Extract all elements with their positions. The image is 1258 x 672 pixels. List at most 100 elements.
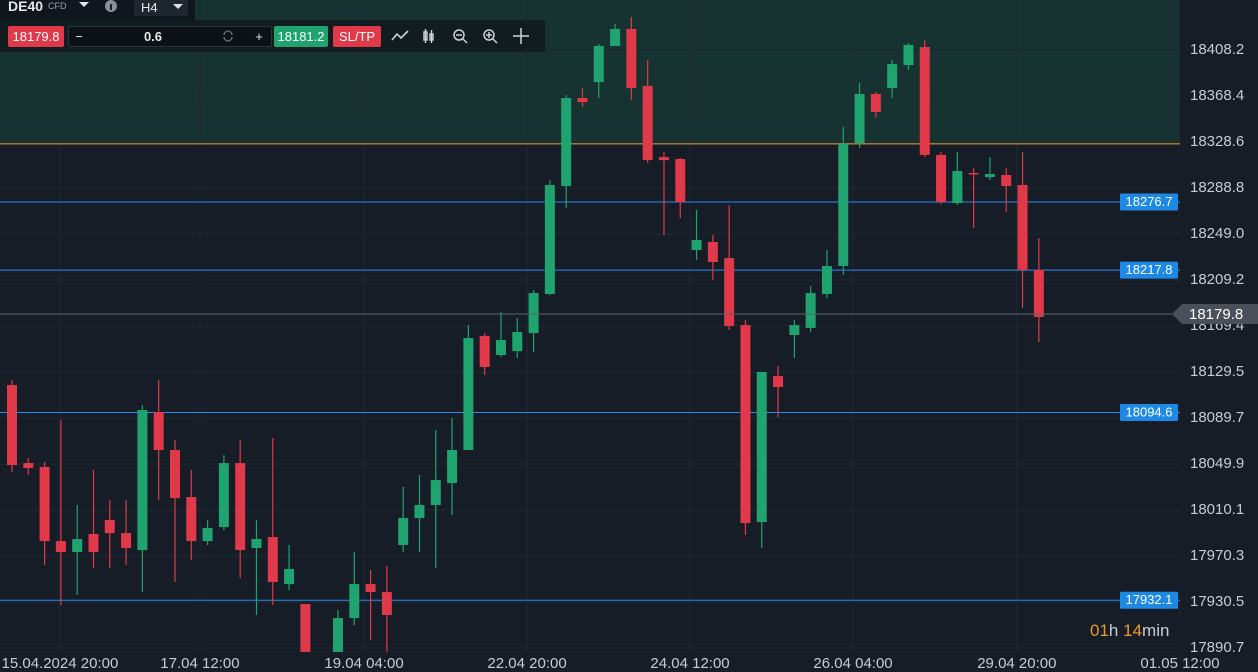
candle-body <box>512 332 523 352</box>
candle-body <box>968 172 979 175</box>
level-label: 17932.1 <box>1126 592 1173 607</box>
candle-body <box>186 497 197 542</box>
candle-body <box>675 159 686 203</box>
candle-body <box>805 293 816 328</box>
current-price-label: 18179.8 <box>1189 306 1243 323</box>
lot-input[interactable] <box>68 26 272 47</box>
candle-body <box>870 93 881 112</box>
x-tick-label: 15.04.2024 20:00 <box>2 655 119 672</box>
y-tick-label: 18288.8 <box>1190 179 1244 196</box>
y-tick-label: 18010.1 <box>1190 501 1244 518</box>
countdown-hours: 01 <box>1090 621 1109 640</box>
y-tick-label: 18209.2 <box>1190 271 1244 288</box>
y-tick-label: 17890.7 <box>1190 639 1244 656</box>
x-tick-label: 26.04 04:00 <box>813 655 892 672</box>
candle-body <box>495 339 506 356</box>
current-price-box <box>1172 303 1258 324</box>
candle-body <box>88 534 99 553</box>
info-icon[interactable] <box>104 0 118 14</box>
candle-body <box>202 528 213 542</box>
timeframe[interactable]: H4 <box>141 0 158 15</box>
candle-body <box>137 410 148 551</box>
candle-body <box>398 518 409 545</box>
level-label: 18276.7 <box>1126 194 1173 209</box>
candle-body <box>381 592 392 616</box>
x-tick-label: 24.04 12:00 <box>650 655 729 672</box>
candle-body <box>284 569 295 585</box>
candle-body <box>577 97 588 103</box>
y-tick-label: 18328.6 <box>1190 133 1244 150</box>
candle-body <box>984 174 995 178</box>
sltp-button[interactable]: SL/TP <box>333 26 381 47</box>
candle-countdown: 01h 14min <box>1090 621 1169 641</box>
x-tick-label: 01.05 12:00 <box>1140 655 1219 672</box>
plot-area <box>0 0 1180 652</box>
candle-body <box>300 604 311 652</box>
candle-body <box>153 411 164 450</box>
dropdown-arrow[interactable] <box>78 0 90 10</box>
candle-body <box>121 533 132 548</box>
candle-body <box>593 45 604 83</box>
candle-body <box>903 44 914 66</box>
candle-body <box>23 463 34 469</box>
candle-body <box>55 541 66 553</box>
level-label: 18094.6 <box>1126 404 1173 419</box>
candle-body <box>39 466 50 542</box>
symbol-type: CFD <box>48 1 67 11</box>
candle-body <box>463 338 474 450</box>
candle-body <box>218 463 229 528</box>
level-label-box <box>1120 591 1178 609</box>
candle-body <box>821 266 832 294</box>
countdown-h: h <box>1108 621 1119 640</box>
buy-button[interactable]: 18181.2 <box>274 26 328 47</box>
y-tick-label: 18129.5 <box>1190 363 1244 380</box>
refresh-icon[interactable] <box>221 29 235 43</box>
candle-body <box>447 449 458 484</box>
candle-body <box>414 505 425 519</box>
candle-body <box>740 325 751 524</box>
candle-body <box>773 376 784 388</box>
candle-body <box>789 325 800 336</box>
level-label-box <box>1120 261 1178 279</box>
candle-body <box>838 143 849 267</box>
candle-body <box>104 520 115 534</box>
candle-body <box>251 538 262 548</box>
candle-body <box>626 29 637 89</box>
candle-body <box>1001 174 1012 187</box>
candle-body <box>854 93 865 144</box>
candle-body <box>6 385 17 466</box>
candle-body <box>72 538 83 553</box>
candle-body <box>349 584 360 619</box>
candle-body <box>952 171 963 204</box>
lot-plus[interactable]: + <box>255 29 263 44</box>
lot-value[interactable]: 0.6 <box>143 29 163 44</box>
candle-body <box>235 463 246 551</box>
y-tick-label: 18089.7 <box>1190 409 1244 426</box>
x-tick-label: 19.04 04:00 <box>324 655 403 672</box>
level-label-box <box>1120 193 1178 211</box>
dropdown-arrow[interactable] <box>172 2 184 12</box>
x-tick-label: 22.04 20:00 <box>487 655 566 672</box>
candle-body <box>724 258 735 326</box>
candle-body <box>642 85 653 161</box>
y-tick-label: 18049.9 <box>1190 455 1244 472</box>
y-tick-label: 18249.0 <box>1190 225 1244 242</box>
symbol[interactable]: DE40 <box>8 0 44 14</box>
countdown-min: min <box>1142 621 1170 640</box>
lot-minus[interactable]: − <box>75 29 83 44</box>
candle-body <box>365 584 376 593</box>
candle-body <box>561 97 572 187</box>
candle-body <box>544 185 555 294</box>
sell-button[interactable]: 18179.8 <box>8 26 64 47</box>
candle-body <box>479 336 490 368</box>
y-tick-label: 18408.2 <box>1190 41 1244 58</box>
tool-icons[interactable] <box>390 26 540 48</box>
countdown-minutes: 14 <box>1123 621 1143 640</box>
candle-body <box>267 537 278 582</box>
candle-body <box>936 154 947 203</box>
candle-body <box>707 241 718 262</box>
x-tick-label: 17.04 12:00 <box>160 655 239 672</box>
candle-body <box>919 47 930 155</box>
candle-body <box>691 240 702 250</box>
